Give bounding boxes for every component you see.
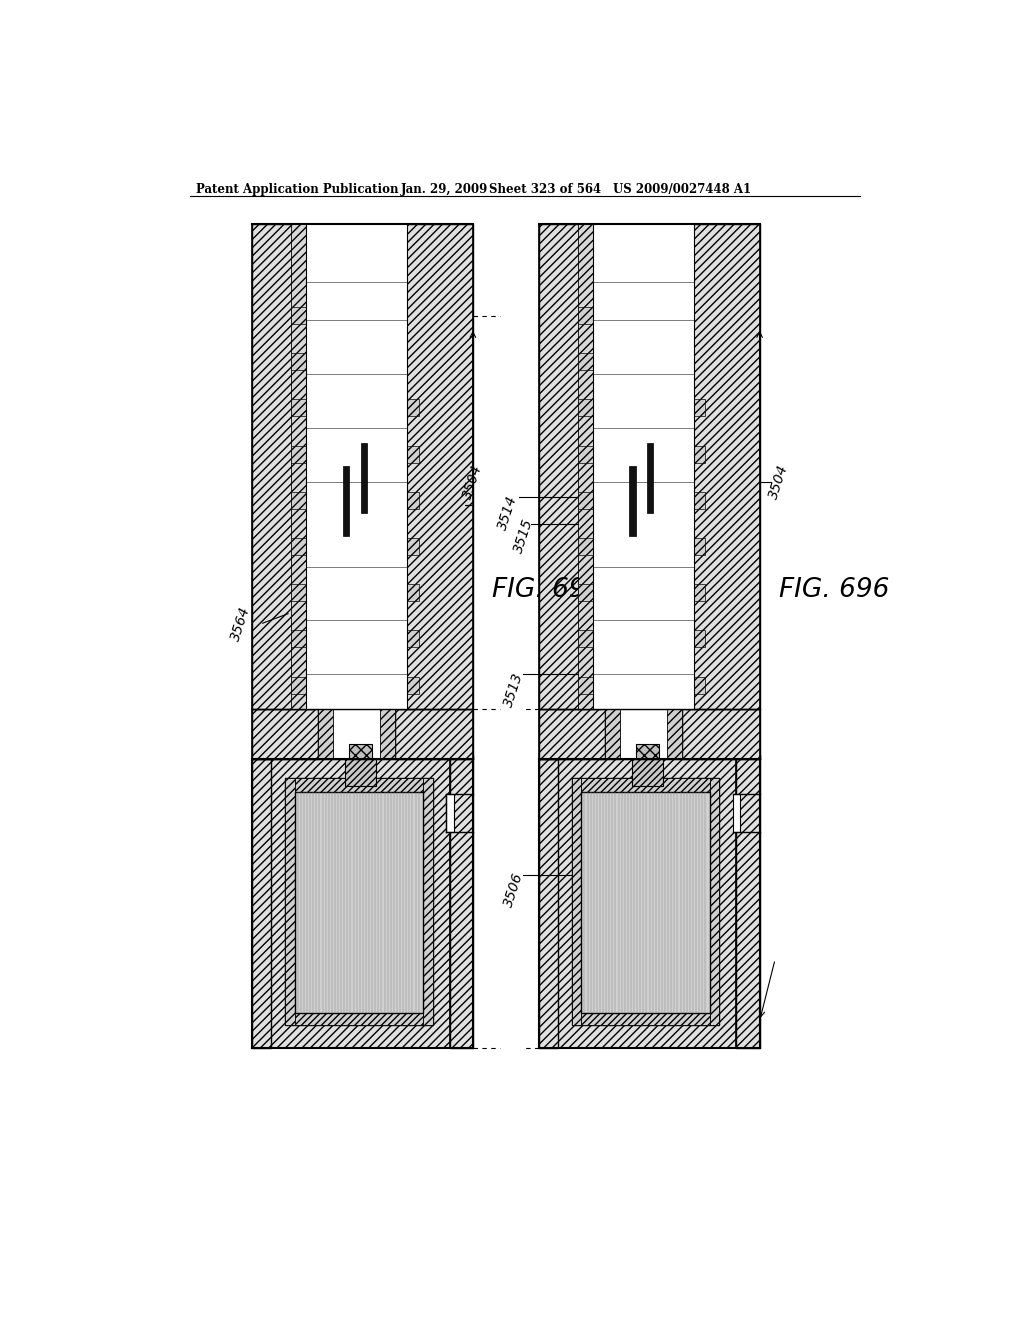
- Bar: [667, 709, 682, 759]
- Text: FIG. 696: FIG. 696: [779, 577, 890, 603]
- Bar: [539, 224, 601, 709]
- Bar: [693, 400, 706, 416]
- Text: 3504: 3504: [461, 463, 485, 500]
- Bar: [407, 400, 419, 416]
- Bar: [291, 585, 306, 601]
- Bar: [693, 539, 706, 554]
- Bar: [450, 755, 473, 1048]
- Bar: [291, 224, 306, 709]
- Bar: [693, 631, 706, 647]
- Text: US 2009/0027448 A1: US 2009/0027448 A1: [613, 183, 752, 197]
- Text: 3513: 3513: [502, 671, 526, 709]
- Bar: [558, 759, 736, 1048]
- Bar: [736, 755, 760, 1048]
- Text: Jan. 29, 2009: Jan. 29, 2009: [400, 183, 488, 197]
- Bar: [578, 677, 593, 693]
- Bar: [286, 779, 432, 1024]
- Bar: [407, 446, 419, 462]
- Bar: [686, 224, 760, 709]
- Text: Patent Application Publication: Patent Application Publication: [197, 183, 398, 197]
- Bar: [380, 709, 395, 759]
- Bar: [271, 759, 450, 1048]
- Bar: [539, 759, 558, 1048]
- Text: Sheet 323 of 564: Sheet 323 of 564: [489, 183, 601, 197]
- Bar: [343, 466, 349, 536]
- Bar: [252, 759, 271, 1048]
- Bar: [445, 793, 454, 832]
- Bar: [732, 793, 740, 832]
- Bar: [693, 585, 706, 601]
- Bar: [693, 677, 706, 693]
- Bar: [291, 308, 306, 323]
- Bar: [578, 308, 593, 323]
- Bar: [317, 709, 395, 759]
- Bar: [604, 709, 682, 759]
- Bar: [582, 792, 710, 1014]
- Bar: [407, 677, 419, 693]
- Bar: [647, 444, 653, 512]
- Bar: [450, 785, 469, 1040]
- Bar: [578, 585, 593, 601]
- Bar: [630, 466, 636, 536]
- Bar: [317, 709, 334, 759]
- Bar: [286, 779, 295, 1024]
- Text: 3514: 3514: [496, 494, 520, 532]
- Bar: [539, 709, 604, 759]
- Bar: [407, 539, 419, 554]
- Bar: [295, 779, 423, 792]
- Bar: [693, 492, 706, 508]
- Bar: [693, 446, 706, 462]
- Text: FIG. 695: FIG. 695: [493, 577, 603, 603]
- Bar: [593, 224, 693, 709]
- Text: 3504: 3504: [767, 463, 792, 500]
- Bar: [252, 224, 314, 709]
- Bar: [578, 492, 593, 508]
- Bar: [291, 400, 306, 416]
- Bar: [349, 743, 372, 759]
- Bar: [407, 492, 419, 508]
- Bar: [582, 779, 710, 792]
- Bar: [578, 446, 593, 462]
- Bar: [710, 779, 719, 1024]
- Text: 3515: 3515: [511, 516, 536, 554]
- Bar: [291, 539, 306, 554]
- Text: 3564: 3564: [228, 605, 253, 643]
- Bar: [407, 585, 419, 601]
- Bar: [572, 779, 582, 1024]
- Bar: [345, 759, 376, 785]
- Bar: [582, 1014, 710, 1024]
- Bar: [295, 792, 423, 1014]
- Bar: [682, 709, 760, 759]
- Bar: [636, 743, 658, 759]
- Bar: [632, 759, 663, 785]
- Bar: [295, 1014, 423, 1024]
- Bar: [572, 779, 719, 1024]
- Bar: [578, 400, 593, 416]
- Bar: [395, 709, 473, 759]
- Bar: [291, 631, 306, 647]
- Text: 3506: 3506: [502, 871, 526, 909]
- Bar: [578, 539, 593, 554]
- Bar: [578, 631, 593, 647]
- Bar: [291, 446, 306, 462]
- Bar: [423, 779, 432, 1024]
- Bar: [399, 224, 473, 709]
- Bar: [604, 709, 621, 759]
- Bar: [407, 631, 419, 647]
- Bar: [291, 677, 306, 693]
- Bar: [306, 224, 407, 709]
- Bar: [252, 709, 317, 759]
- Bar: [360, 444, 367, 512]
- Bar: [291, 354, 306, 370]
- Bar: [578, 224, 593, 709]
- Bar: [578, 354, 593, 370]
- Bar: [291, 492, 306, 508]
